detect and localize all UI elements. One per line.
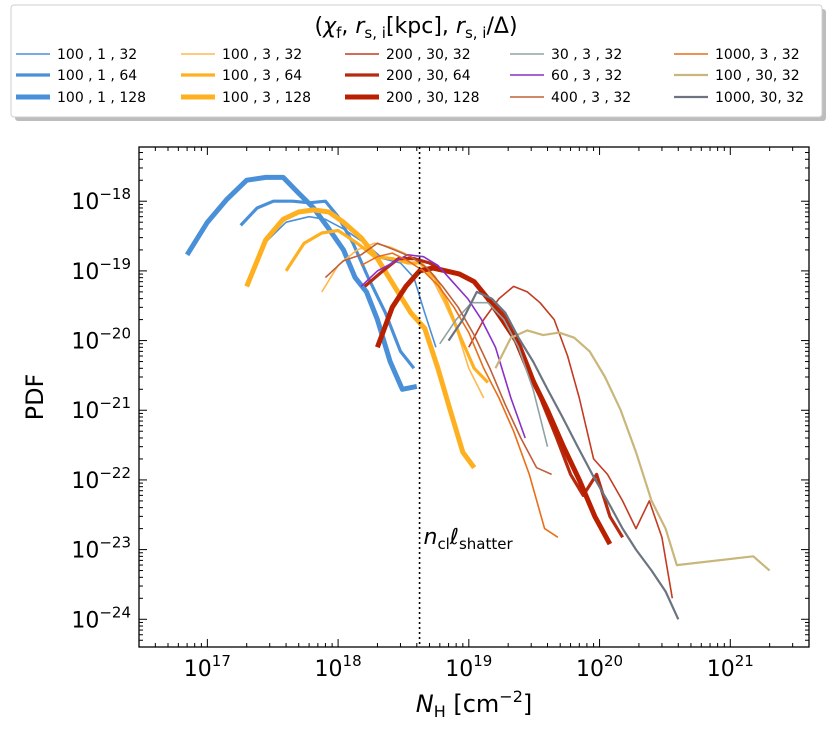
x-tick-labels: 1017 1018 1019 1020 1021	[184, 652, 754, 682]
y-tick-label: 10−18	[71, 185, 131, 215]
legend-label: 60 , 3 , 32	[551, 68, 622, 84]
series-line-4	[284, 228, 490, 384]
x-tick-label: 1020	[576, 652, 623, 682]
plot-frame	[138, 146, 810, 648]
legend-label: 200 , 30, 64	[386, 68, 471, 84]
legend-label: 200 , 30, 128	[386, 90, 480, 106]
axis-ticks	[138, 147, 810, 648]
series-line-13	[494, 329, 771, 572]
y-tick-label: 10−23	[71, 534, 131, 564]
series-line-8	[375, 265, 613, 546]
legend-label: 100 , 3 , 64	[222, 68, 302, 84]
legend-label: 100 , 3 , 32	[222, 47, 302, 63]
legend-label: 100 , 1 , 64	[57, 68, 137, 84]
legend-title: (χf, rs, i[kpc], rs, i/Δ)	[314, 14, 517, 42]
y-tick-label: 10−22	[71, 464, 131, 494]
legend-label: 100 , 3 , 128	[222, 90, 311, 106]
y-tick-label: 10−20	[71, 325, 131, 355]
y-axis-label: PDF	[21, 374, 49, 421]
series-line-6	[468, 285, 674, 599]
legend-label: 100 , 1 , 32	[57, 47, 137, 63]
legend-label: 100 , 30, 32	[715, 68, 800, 84]
legend-label: 100 , 1 , 128	[57, 90, 146, 106]
legend-label: 400 , 3 , 32	[551, 90, 631, 106]
legend-label: 200 , 30, 32	[386, 47, 471, 63]
y-tick-label: 10−24	[71, 603, 131, 633]
legend-label: 1000, 3 , 32	[715, 47, 800, 63]
series-line-11	[324, 242, 552, 476]
x-axis-label: NH [cm−2]	[416, 687, 533, 721]
legend: (χf, rs, i[kpc], rs, i/Δ) 100 , 1 , 32 10…	[10, 4, 826, 121]
series-line-12	[360, 252, 559, 538]
legend-label: 30 , 3 , 32	[551, 47, 622, 63]
x-tick-label: 1017	[184, 652, 231, 682]
x-tick-label: 1019	[445, 652, 492, 682]
y-tick-label: 10−21	[71, 394, 131, 424]
series-layer	[184, 174, 771, 620]
shatter-annotation: nclℓshatter	[423, 525, 513, 553]
y-tick-labels: 10−18 10−19 10−20 10−21 10−22 10−23 10−24	[71, 185, 131, 633]
x-tick-label: 1018	[315, 652, 362, 682]
series-line-10	[360, 254, 526, 439]
series-line-14	[447, 290, 680, 620]
series-line-2	[184, 174, 418, 392]
x-tick-label: 1021	[707, 652, 754, 682]
legend-label: 1000, 30, 32	[715, 90, 804, 106]
y-tick-label: 10−19	[71, 255, 131, 285]
